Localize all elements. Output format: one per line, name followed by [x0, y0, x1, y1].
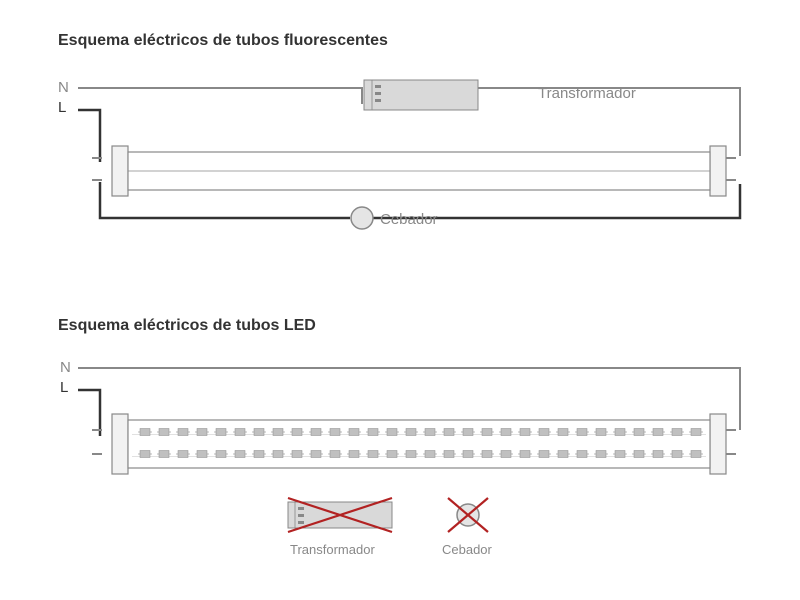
diagram1-title: Esquema eléctricos de tubos fluorescente…	[58, 32, 388, 49]
d2-transformer-label: Transformador	[290, 542, 375, 557]
d1-tube	[92, 146, 736, 196]
d1-transformer	[364, 80, 478, 110]
diagram1-label-L: L	[58, 99, 66, 116]
d2-cebador-label: Cebador	[442, 542, 493, 557]
diagram2-label-L: L	[60, 379, 68, 396]
diagram2-title: Esquema eléctricos de tubos LED	[58, 317, 316, 334]
diagram2-label-N: N	[60, 359, 71, 376]
diagram1-label-N: N	[58, 79, 69, 96]
d1-transformer-label: Transformador	[538, 85, 636, 102]
d1-cebador-label: Cebador	[380, 211, 438, 228]
d2-tube	[92, 414, 736, 474]
d1-cebador	[351, 207, 373, 229]
